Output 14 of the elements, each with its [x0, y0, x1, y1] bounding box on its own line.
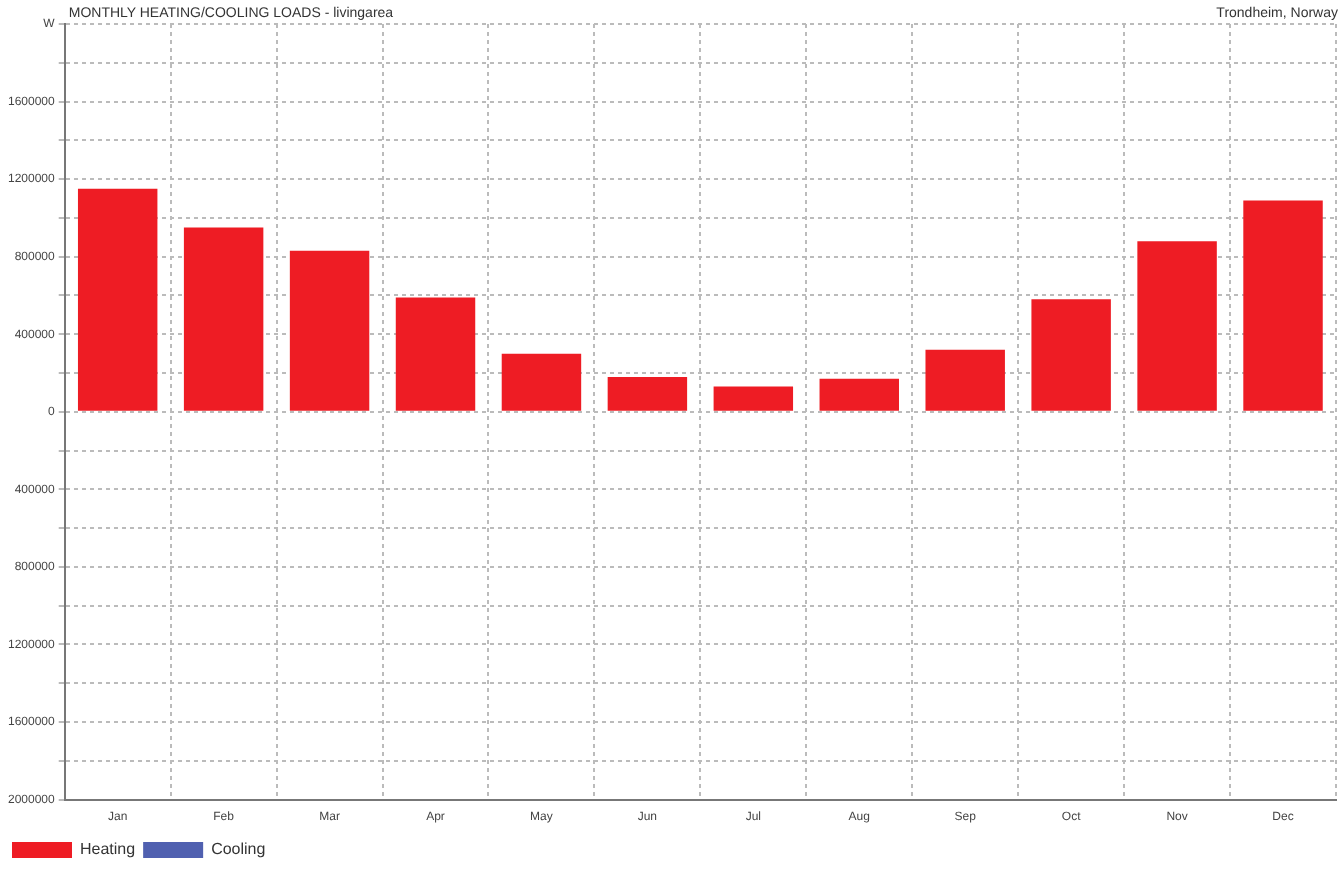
bar: [77, 188, 158, 411]
bar: [607, 376, 688, 411]
bar: [1137, 241, 1217, 411]
bar: [819, 378, 899, 411]
bar: [183, 227, 264, 411]
bar: [713, 386, 794, 411]
bar: [501, 353, 582, 411]
bar: [1243, 200, 1323, 411]
legend-label: Heating: [80, 840, 136, 859]
bar: [925, 349, 1005, 411]
bar: [1031, 299, 1111, 411]
bar: [395, 297, 476, 411]
bar: [289, 250, 370, 411]
legend-label: Cooling: [211, 840, 266, 859]
